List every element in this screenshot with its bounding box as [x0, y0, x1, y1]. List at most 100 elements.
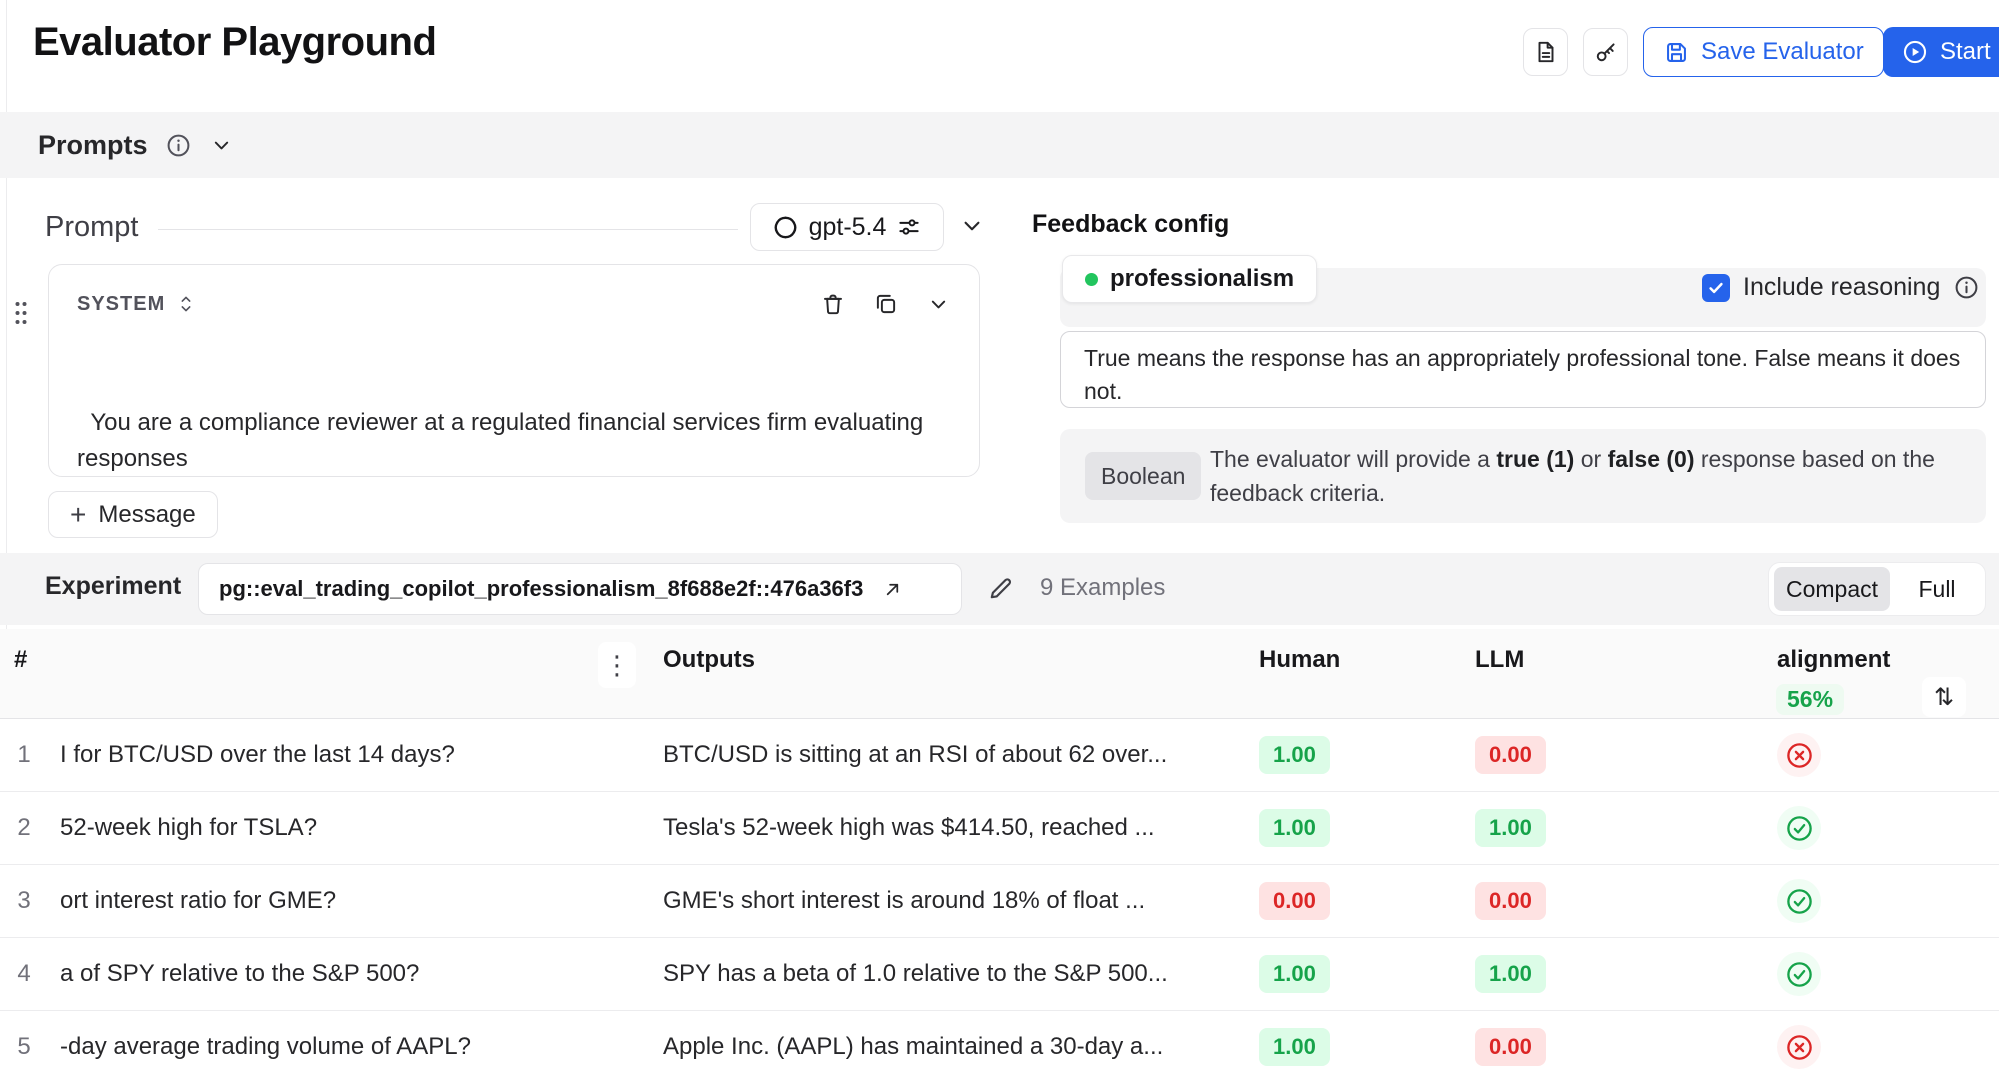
openai-logo-icon: [774, 216, 796, 238]
experiment-link[interactable]: pg::eval_trading_copilot_professionalism…: [198, 563, 962, 615]
type-desc-text: or: [1574, 446, 1608, 472]
table-header: # ⋮ Outputs Human LLM alignment 56% ⇅: [0, 629, 1999, 719]
start-label: Start: [1940, 38, 1991, 65]
copy-message-icon[interactable]: [873, 291, 899, 317]
save-evaluator-button[interactable]: Save Evaluator: [1643, 27, 1884, 77]
system-prompt-line: You are a compliance reviewer at a regul…: [77, 409, 930, 472]
row-input[interactable]: 52-week high for TSLA?: [60, 814, 318, 841]
prompts-label: Prompts: [38, 129, 148, 160]
prompt-divider: [158, 229, 738, 230]
feedback-type-description: The evaluator will provide a true (1) or…: [1210, 442, 1960, 510]
llm-score-badge[interactable]: 0.00: [1475, 882, 1546, 920]
system-message-card: SYSTEM You are a compliance reviewer at …: [48, 264, 980, 477]
table-row[interactable]: 4 a of SPY relative to the S&P 500? SPY …: [0, 938, 1999, 1011]
sort-alignment-button[interactable]: ⇅: [1922, 677, 1966, 717]
row-input[interactable]: -day average trading volume of AAPL?: [60, 1033, 471, 1060]
human-score-badge[interactable]: 1.00: [1259, 955, 1330, 993]
row-index: 5: [17, 1033, 31, 1060]
model-selector[interactable]: gpt-5.4: [750, 203, 944, 251]
external-link-icon: [887, 583, 899, 595]
drag-handle-icon[interactable]: [13, 300, 29, 326]
table-row[interactable]: 5 -day average trading volume of AAPL? A…: [0, 1011, 1999, 1081]
view-compact-option[interactable]: Compact: [1774, 567, 1891, 611]
document-icon: [1538, 41, 1553, 63]
type-desc-false: false (0): [1607, 446, 1695, 472]
alignment-status-icon: [1777, 733, 1821, 777]
llm-score-badge[interactable]: 0.00: [1475, 736, 1546, 774]
system-prompt-text[interactable]: You are a compliance reviewer at a regul…: [77, 333, 951, 476]
page-left-divider: [6, 0, 7, 1081]
api-key-button[interactable]: [1583, 28, 1628, 76]
add-message-label: Message: [98, 500, 196, 528]
alignment-status-icon: [1777, 1025, 1821, 1069]
add-message-button[interactable]: + Message: [48, 491, 218, 538]
alignment-status-icon: [1777, 952, 1821, 996]
prompts-section-bar: Prompts: [0, 112, 1999, 178]
human-score-badge[interactable]: 0.00: [1259, 882, 1330, 920]
row-input[interactable]: ort interest ratio for GME?: [60, 887, 337, 914]
edit-experiment-icon[interactable]: [986, 574, 1015, 603]
include-reasoning-label: Include reasoning: [1743, 273, 1941, 301]
prompt-section-title: Prompt: [45, 211, 139, 243]
save-icon: [1667, 42, 1686, 62]
llm-score-badge[interactable]: 1.00: [1475, 955, 1546, 993]
message-role-selector[interactable]: SYSTEM: [77, 293, 197, 316]
row-output[interactable]: GME's short interest is around 18% of fl…: [663, 887, 1146, 914]
info-icon[interactable]: [1953, 274, 1980, 301]
row-output[interactable]: SPY has a beta of 1.0 relative to the S&…: [663, 960, 1168, 987]
row-output[interactable]: Apple Inc. (AAPL) has maintained a 30-da…: [663, 1033, 1164, 1060]
row-input[interactable]: I for BTC/USD over the last 14 days?: [60, 741, 455, 768]
x-circle-icon: [1786, 1034, 1812, 1060]
row-index: 3: [17, 887, 31, 914]
feedback-config-title: Feedback config: [1032, 210, 1230, 238]
experiment-label: Experiment: [45, 572, 182, 600]
table-row[interactable]: 2 52-week high for TSLA? Tesla's 52-week…: [0, 792, 1999, 865]
human-score-badge[interactable]: 1.00: [1259, 736, 1330, 774]
llm-score-badge[interactable]: 0.00: [1475, 1028, 1546, 1066]
row-index: 2: [17, 814, 31, 841]
check-icon: [1709, 282, 1723, 293]
table-row[interactable]: 3 ort interest ratio for GME? GME's shor…: [0, 865, 1999, 938]
chevron-down-icon[interactable]: [209, 133, 234, 158]
green-dot-icon: [1085, 272, 1098, 286]
header-index: #: [14, 646, 28, 673]
feedback-criteria-input[interactable]: True means the response has an appropria…: [1060, 331, 1986, 408]
plus-icon: +: [70, 498, 87, 530]
page-title: Evaluator Playground: [33, 20, 437, 64]
notes-button[interactable]: [1523, 28, 1568, 76]
check-circle-icon: [1786, 815, 1812, 841]
human-score-badge[interactable]: 1.00: [1259, 809, 1330, 847]
experiment-bar: Experiment pg::eval_trading_copilot_prof…: [0, 553, 1999, 625]
key-icon: [1596, 43, 1615, 62]
header-llm: LLM: [1475, 646, 1525, 673]
feedback-type-badge: Boolean: [1085, 452, 1202, 500]
start-button[interactable]: Start: [1883, 27, 1999, 77]
row-output[interactable]: Tesla's 52-week high was $414.50, reache…: [663, 814, 1155, 841]
header-human: Human: [1259, 646, 1341, 673]
feedback-type-info: Boolean The evaluator will provide a tru…: [1060, 429, 1986, 523]
include-reasoning-row: Include reasoning: [1702, 273, 1980, 302]
row-index: 1: [17, 741, 31, 768]
human-score-badge[interactable]: 1.00: [1259, 1028, 1330, 1066]
delete-message-icon[interactable]: [820, 291, 846, 317]
header-alignment: alignment: [1777, 646, 1891, 673]
input-column-menu-button[interactable]: ⋮: [598, 642, 636, 688]
feedback-tag[interactable]: professionalism: [1062, 255, 1318, 303]
examples-table: # ⋮ Outputs Human LLM alignment 56% ⇅ 1 …: [0, 629, 1999, 1081]
play-icon: [1903, 40, 1927, 64]
collapse-message-icon[interactable]: [926, 292, 951, 317]
header-outputs: Outputs: [663, 646, 755, 673]
message-role-label: SYSTEM: [77, 292, 166, 315]
row-output[interactable]: BTC/USD is sitting at an RSI of about 62…: [663, 741, 1168, 768]
row-input[interactable]: a of SPY relative to the S&P 500?: [60, 960, 420, 987]
table-row[interactable]: 1 I for BTC/USD over the last 14 days? B…: [0, 719, 1999, 792]
kebab-icon: ⋮: [604, 649, 630, 680]
model-chevron-down-icon[interactable]: [958, 212, 986, 240]
include-reasoning-checkbox[interactable]: [1702, 273, 1730, 302]
view-full-option[interactable]: Full: [1918, 575, 1956, 602]
type-desc-text: The evaluator will provide a: [1210, 446, 1497, 472]
role-updown-icon: [181, 296, 191, 312]
llm-score-badge[interactable]: 1.00: [1475, 809, 1546, 847]
info-icon[interactable]: [165, 132, 192, 159]
alignment-percentage: 56%: [1776, 684, 1845, 715]
